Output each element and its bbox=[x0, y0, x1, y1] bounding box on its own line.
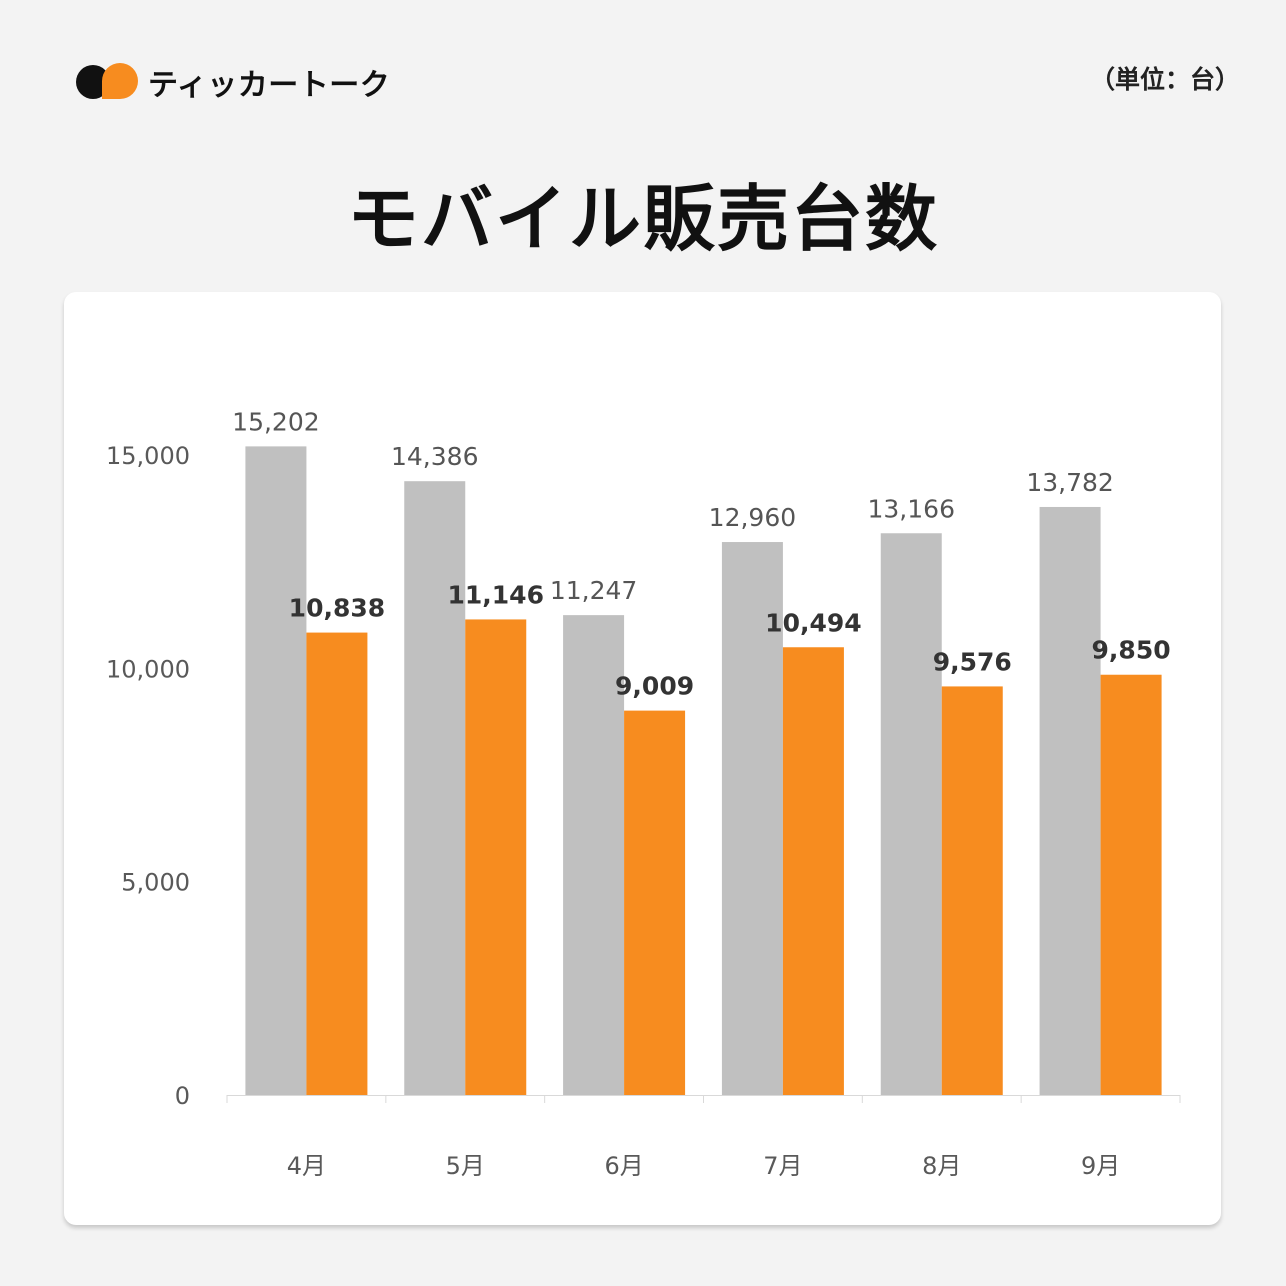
data-label: 9,850 bbox=[1092, 636, 1171, 665]
y-tick-label: 15,000 bbox=[106, 442, 190, 470]
bar-gray bbox=[1039, 506, 1101, 1095]
bar-gray bbox=[245, 446, 307, 1095]
bar-orange bbox=[306, 632, 368, 1095]
bar-chart: 0 5,000 10,000 15,000 15,202 10,838 4月 14,386 11… bbox=[106, 407, 1181, 1180]
bar-gray bbox=[880, 533, 942, 1095]
brand-logo: ティッカートーク bbox=[76, 60, 390, 104]
x-tick-label: 8月 bbox=[922, 1152, 961, 1180]
bar-orange bbox=[941, 686, 1003, 1095]
x-tick-label: 6月 bbox=[604, 1152, 643, 1180]
data-label: 11,247 bbox=[550, 576, 637, 605]
bar-orange bbox=[782, 647, 844, 1095]
bar-orange bbox=[1100, 674, 1162, 1095]
speech-bubble-logo-icon bbox=[76, 63, 138, 101]
x-tick-label: 5月 bbox=[446, 1152, 485, 1180]
bar-orange bbox=[465, 619, 527, 1095]
data-label: 12,960 bbox=[709, 503, 796, 532]
unit-label: （単位：台） bbox=[1089, 65, 1240, 94]
page-title: モバイル販売台数 bbox=[346, 177, 939, 261]
bar-gray bbox=[404, 481, 466, 1095]
x-tick-label: 9月 bbox=[1081, 1152, 1120, 1180]
data-label: 10,838 bbox=[289, 594, 385, 623]
data-label: 9,009 bbox=[615, 672, 694, 701]
y-tick-label: 0 bbox=[175, 1082, 190, 1110]
data-label: 9,576 bbox=[933, 647, 1012, 676]
chart-card: 0 5,000 10,000 15,000 15,202 10,838 4月 14,386 11… bbox=[64, 292, 1221, 1225]
data-label: 10,494 bbox=[765, 608, 861, 637]
bar-gray bbox=[563, 615, 625, 1095]
y-tick-label: 5,000 bbox=[121, 869, 190, 897]
y-tick-label: 10,000 bbox=[106, 655, 190, 683]
x-tick-label: 7月 bbox=[763, 1152, 802, 1180]
bar-orange bbox=[624, 710, 686, 1095]
data-label: 14,386 bbox=[391, 442, 478, 471]
bar-gray bbox=[721, 542, 783, 1095]
brand-name: ティッカートーク bbox=[148, 68, 391, 103]
data-label: 15,202 bbox=[232, 407, 319, 436]
x-tick-label: 4月 bbox=[287, 1152, 326, 1180]
data-label: 13,782 bbox=[1026, 468, 1113, 497]
data-label: 11,146 bbox=[448, 580, 544, 609]
data-label: 13,166 bbox=[868, 494, 955, 523]
